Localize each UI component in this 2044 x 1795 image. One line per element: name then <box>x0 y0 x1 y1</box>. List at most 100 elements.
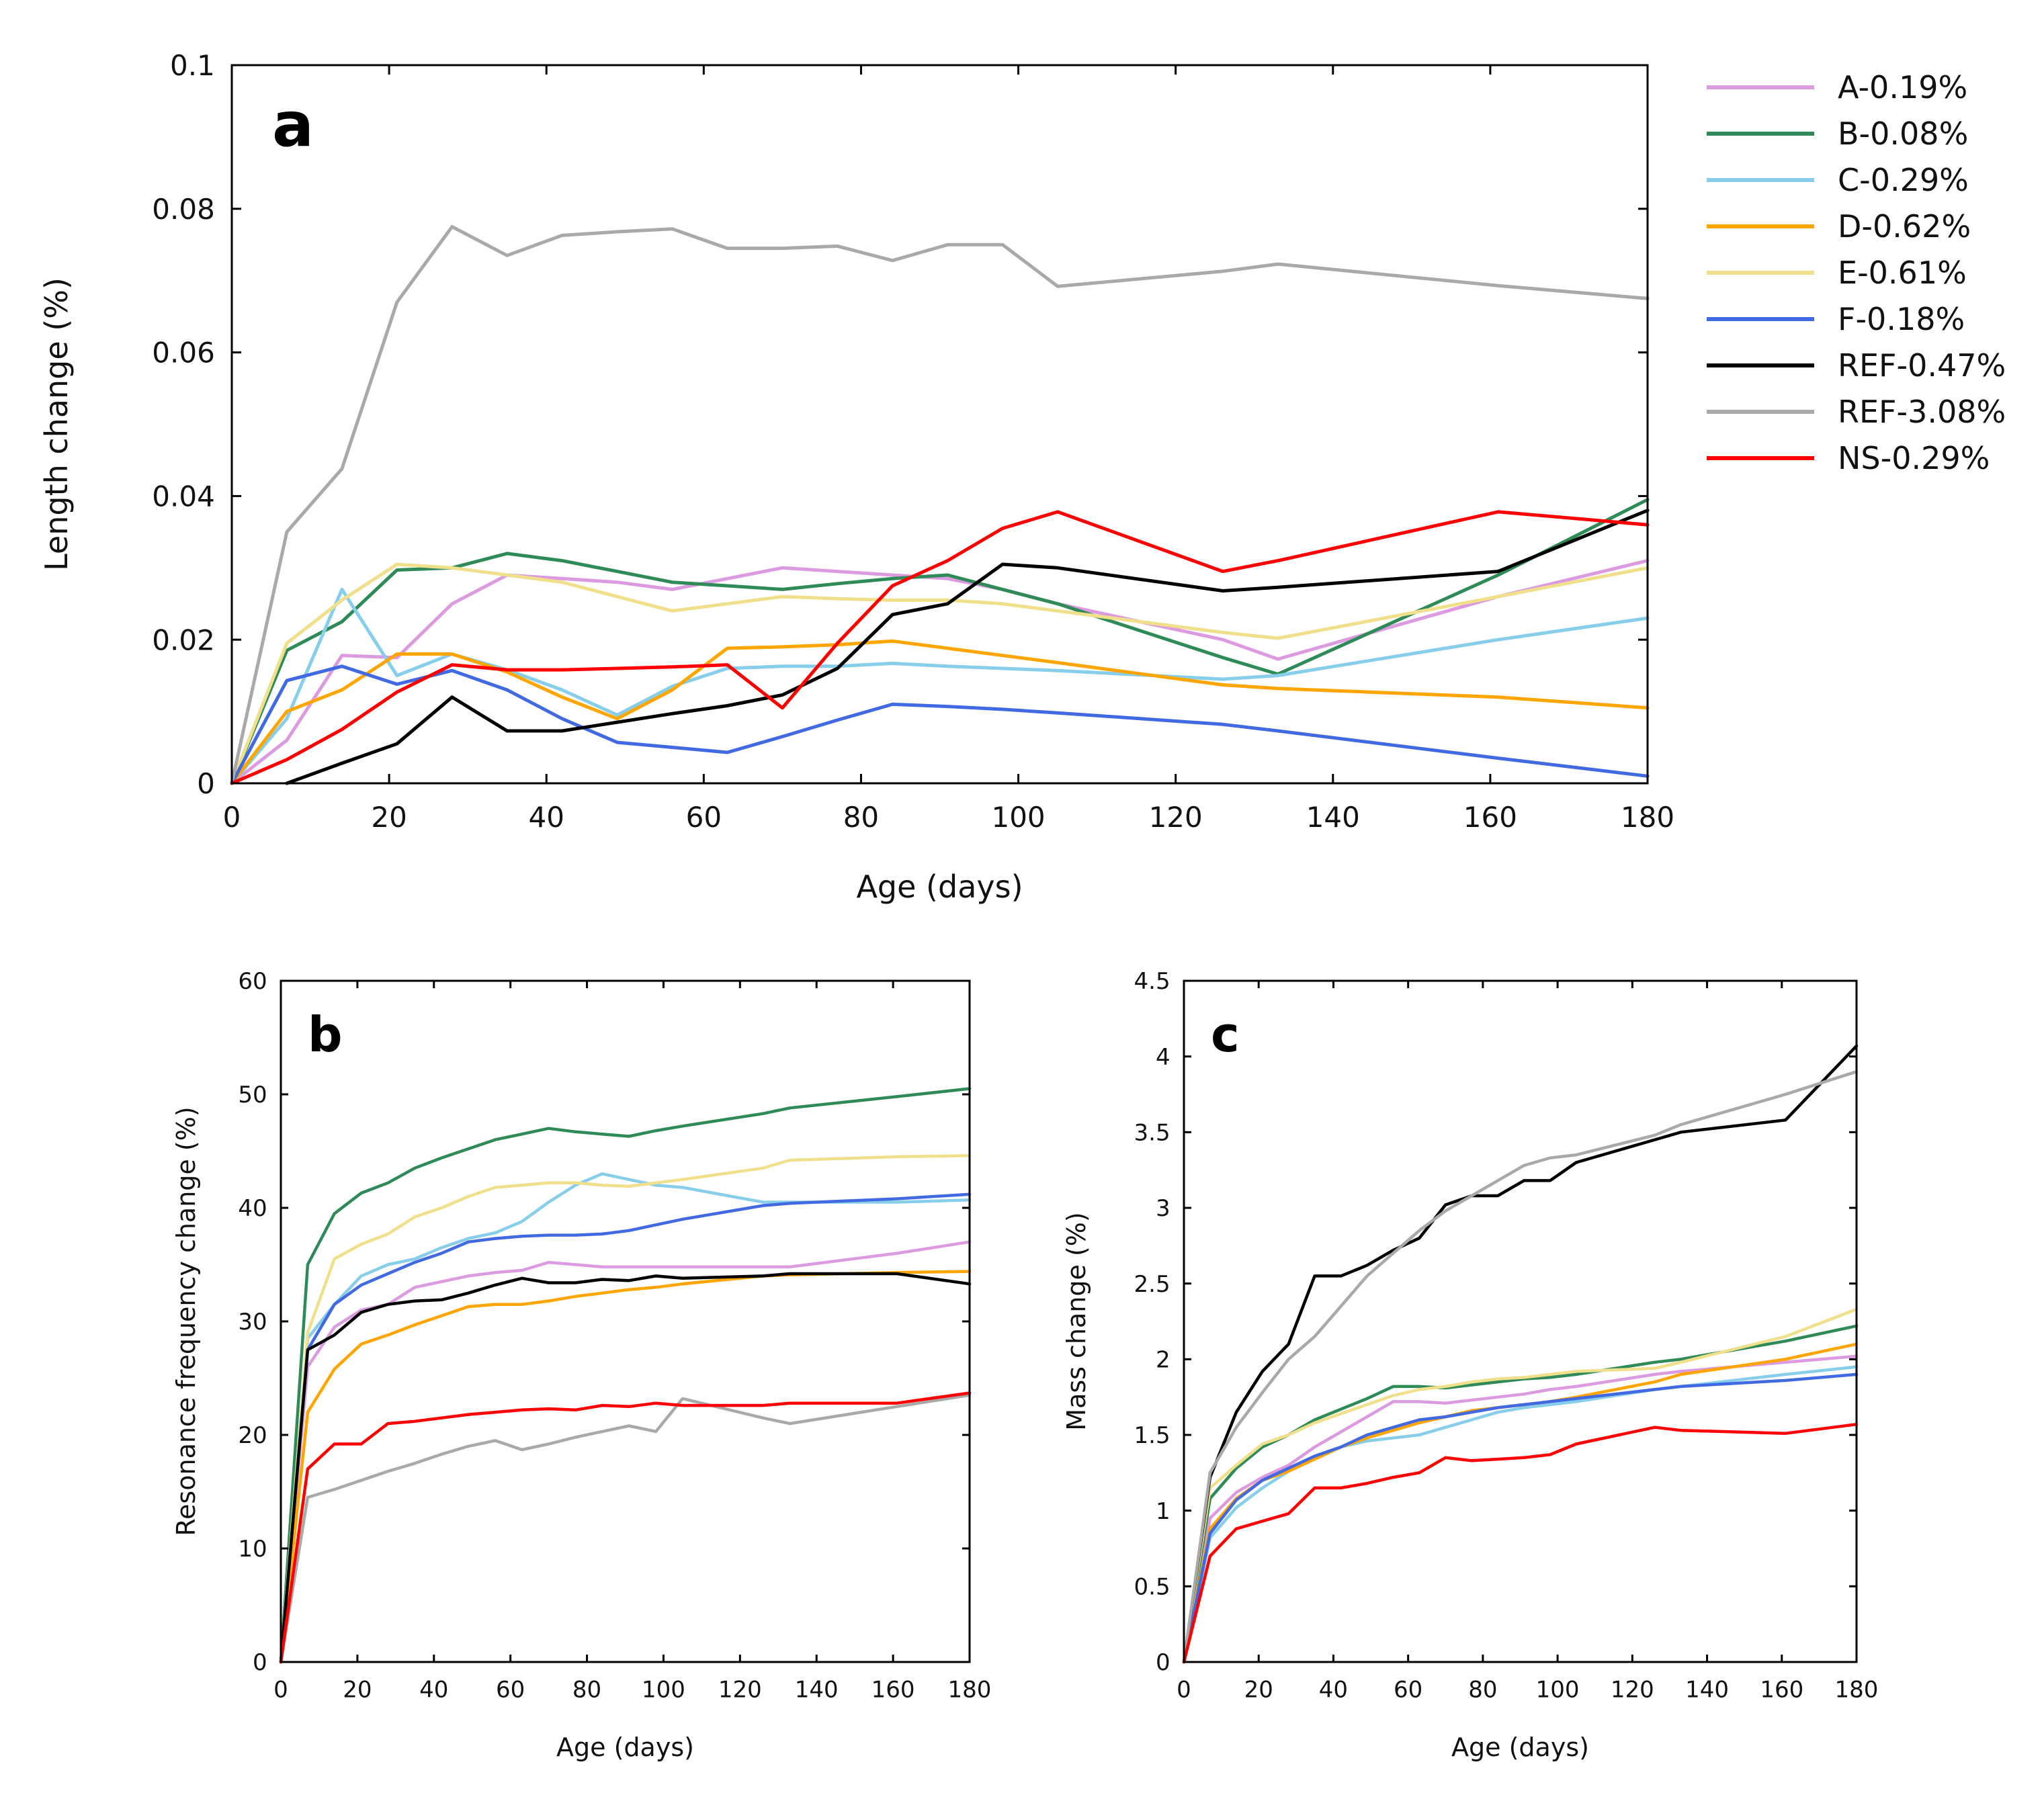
x-tick-label: 80 <box>843 801 879 834</box>
y-axis-label: Mass change (%) <box>1062 1212 1091 1430</box>
series-line-c-0-29- <box>279 1172 972 1664</box>
x-tick-label: 60 <box>686 801 722 834</box>
legend-label: F-0.18% <box>1838 301 1965 337</box>
series-line-ref-3-08- <box>230 225 1650 785</box>
series-line-ref-0-47- <box>279 1272 972 1664</box>
y-tick-label: 10 <box>238 1536 267 1563</box>
series-line-ref-0-47- <box>285 509 1650 785</box>
x-tick-label: 20 <box>1244 1677 1273 1704</box>
series-line-d-0-62- <box>279 1270 972 1664</box>
x-tick-label: 0 <box>1177 1677 1191 1704</box>
x-tick-label: 180 <box>948 1677 992 1704</box>
series-line-ref-3-08- <box>1182 1069 1859 1664</box>
x-tick-label: 40 <box>419 1677 448 1704</box>
series-line-e-0-61- <box>279 1154 972 1664</box>
y-tick-label: 1.5 <box>1134 1422 1170 1449</box>
series-line-ref-3-08- <box>279 1393 972 1664</box>
legend-label: NS-0.29% <box>1838 440 1990 476</box>
y-tick-label: 1 <box>1156 1498 1170 1525</box>
panel-letter: b <box>308 1006 343 1063</box>
x-tick-label: 140 <box>795 1677 839 1704</box>
y-tick-label: 30 <box>238 1309 267 1336</box>
legend-label: C-0.29% <box>1838 162 1969 198</box>
x-tick-label: 160 <box>1463 801 1517 834</box>
y-tick-label: 20 <box>238 1422 267 1449</box>
y-tick-label: 0.5 <box>1134 1574 1170 1601</box>
x-tick-label: 40 <box>528 801 564 834</box>
plot-frame <box>280 979 971 1663</box>
x-tick-label: 160 <box>871 1677 915 1704</box>
y-tick-label: 0.04 <box>152 480 215 513</box>
y-tick-label: 50 <box>238 1082 267 1108</box>
x-tick-label: 20 <box>371 801 407 834</box>
x-tick-label: 140 <box>1306 801 1360 834</box>
plot-frame <box>1183 979 1858 1663</box>
legend-label: REF-3.08% <box>1838 394 2006 430</box>
y-tick-label: 0 <box>253 1649 267 1676</box>
x-tick-label: 20 <box>343 1677 372 1704</box>
y-tick-label: 0.1 <box>170 49 215 82</box>
y-tick-label: 0 <box>1156 1649 1170 1676</box>
y-tick-label: 0.06 <box>152 337 215 369</box>
panel-letter: a <box>272 89 314 161</box>
series-line-c-0-29- <box>230 587 1650 785</box>
x-tick-label: 0 <box>223 801 241 834</box>
legend-label: E-0.61% <box>1838 255 1967 291</box>
y-tick-label: 4 <box>1156 1044 1170 1071</box>
x-tick-label: 80 <box>572 1677 601 1704</box>
x-tick-label: 0 <box>273 1677 288 1704</box>
x-tick-label: 80 <box>1468 1677 1497 1704</box>
x-tick-label: 40 <box>1319 1677 1348 1704</box>
series-line-a-0-19- <box>279 1240 972 1664</box>
series-line-ns-0-29- <box>279 1391 972 1664</box>
y-tick-label: 4.5 <box>1134 968 1170 995</box>
panel-a: 0 20 40 60 80 100 120 140 160 180 0 0.02 0.04 0.06 0.0… <box>38 49 1674 905</box>
x-tick-label: 140 <box>1685 1677 1729 1704</box>
x-tick-label: 60 <box>1394 1677 1422 1704</box>
y-tick-label: 2 <box>1156 1347 1170 1374</box>
series-line-d-0-62- <box>1182 1342 1859 1664</box>
series-line-e-0-61- <box>1182 1307 1859 1664</box>
legend-label: D-0.62% <box>1838 208 1971 245</box>
series-line-a-0-19- <box>230 559 1650 785</box>
y-tick-label: 2.5 <box>1134 1271 1170 1298</box>
x-tick-label: 180 <box>1835 1677 1879 1704</box>
series-line-d-0-62- <box>230 639 1650 785</box>
series-line-ref-0-47- <box>1182 1044 1859 1664</box>
x-tick-label: 180 <box>1621 801 1674 834</box>
x-tick-label: 120 <box>1611 1677 1654 1704</box>
y-tick-label: 60 <box>238 968 267 995</box>
x-tick-label: 160 <box>1760 1677 1803 1704</box>
y-tick-label: 0.02 <box>152 623 215 656</box>
y-tick-label: 3 <box>1156 1195 1170 1222</box>
series-line-ns-0-29- <box>230 510 1650 785</box>
series-line-f-0-18- <box>1182 1372 1859 1664</box>
x-tick-label: 120 <box>1149 801 1203 834</box>
x-axis-label: Age (days) <box>556 1733 694 1762</box>
x-tick-label: 100 <box>991 801 1045 834</box>
y-axis-label: Resonance frequency change (%) <box>171 1106 201 1536</box>
legend-label: B-0.08% <box>1838 116 1968 152</box>
series-line-f-0-18- <box>230 664 1650 785</box>
series-line-e-0-61- <box>230 562 1650 785</box>
y-tick-label: 0 <box>197 767 215 800</box>
panel-c: 0 20 40 60 80 100 120 140 160 180 0 0.5 1 1.5 2 2.5 3 3.5… <box>1062 968 1878 1762</box>
y-tick-label: 3.5 <box>1134 1120 1170 1147</box>
series-line-b-0-08- <box>230 498 1650 785</box>
series-line-a-0-19- <box>1182 1354 1859 1664</box>
x-axis-label: Age (days) <box>856 869 1023 905</box>
x-axis-label: Age (days) <box>1451 1733 1589 1762</box>
plot-frame <box>230 64 1649 785</box>
x-tick-label: 100 <box>642 1677 685 1704</box>
legend-label: A-0.19% <box>1838 69 1967 105</box>
x-tick-label: 100 <box>1536 1677 1580 1704</box>
panel-b: 0 20 40 60 80 100 120 140 160 180 0 10 20 30 40 50 60 Age… <box>171 968 991 1762</box>
legend: A-0.19% B-0.08% C-0.29% D-0.62% E-0.61% F-0.1… <box>1707 69 2006 476</box>
legend-label: REF-0.47% <box>1838 347 2006 384</box>
series-line-ns-0-29- <box>1182 1422 1859 1664</box>
series-line-f-0-18- <box>279 1192 972 1664</box>
y-axis-label: Length change (%) <box>38 277 75 571</box>
x-tick-label: 120 <box>718 1677 762 1704</box>
series-line-b-0-08- <box>279 1087 972 1664</box>
